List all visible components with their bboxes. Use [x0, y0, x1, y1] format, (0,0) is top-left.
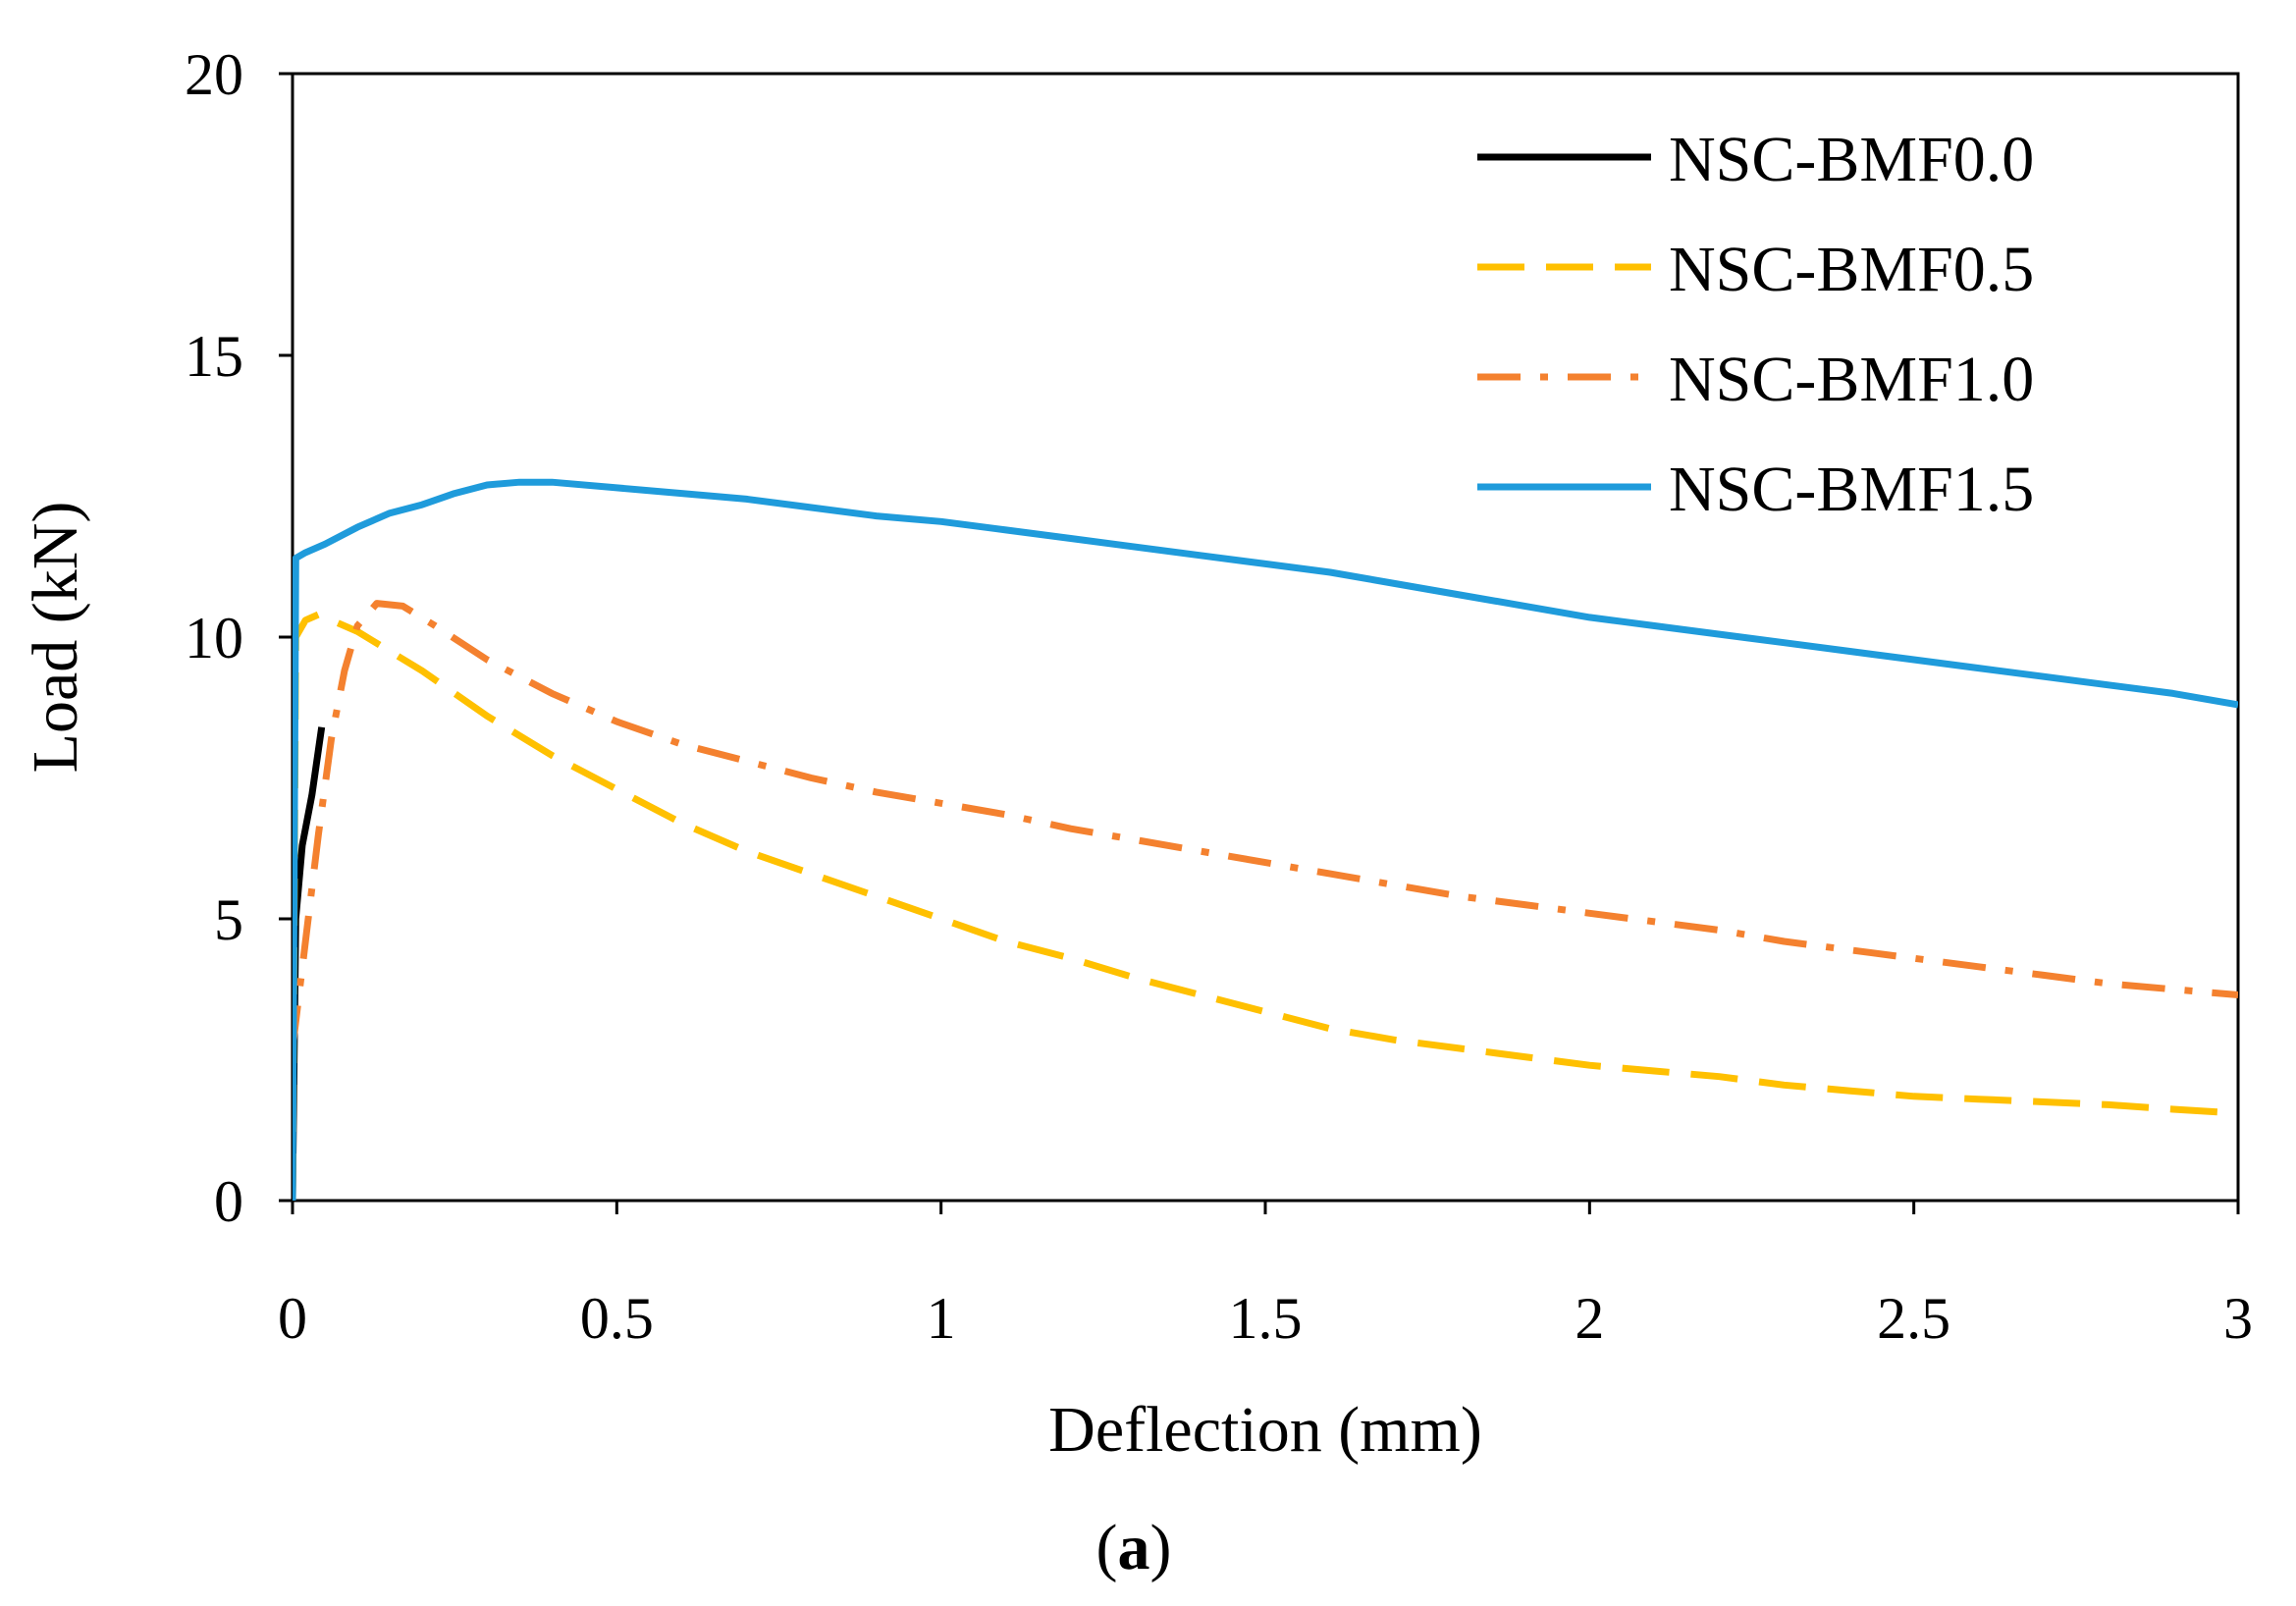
legend-label: NSC-BMF1.5: [1669, 454, 2034, 525]
panel-label-close: ): [1150, 1512, 1172, 1583]
series-layer: [293, 478, 2238, 1201]
y-tick-label: 0: [214, 1169, 243, 1234]
legend: NSC-BMF0.0 NSC-BMF0.5 NSC-BMF1.0 NSC-BMF1.5: [1477, 124, 2034, 525]
x-tick-label: 3: [2223, 1286, 2253, 1351]
x-axis-title: Deflection (mm): [1048, 1394, 1482, 1466]
x-axis-ticks: 0 0.5 1 1.5 2 2.5 3: [278, 1201, 2253, 1351]
y-tick-label: 20: [185, 42, 243, 107]
y-tick-label: 5: [214, 887, 243, 952]
x-tick-label: 1.5: [1229, 1286, 1303, 1351]
x-tick-label: 2.5: [1877, 1286, 1950, 1351]
panel-label-letter: a: [1118, 1512, 1150, 1583]
y-tick-label: 10: [185, 606, 243, 670]
x-tick-label: 0: [278, 1286, 307, 1351]
series-line-nsc-bmf0-5: [293, 611, 2238, 1201]
y-axis-title: Load (kN): [20, 502, 91, 774]
x-tick-label: 2: [1575, 1286, 1604, 1351]
panel-label: (a): [1096, 1512, 1172, 1583]
x-tick-label: 1: [927, 1286, 956, 1351]
series-line-nsc-bmf1-0: [293, 600, 2238, 1049]
y-axis-ticks: 0 5 10 15 20: [185, 42, 293, 1234]
x-tick-label: 0.5: [580, 1286, 654, 1351]
y-tick-label: 15: [185, 324, 243, 389]
series-line-nsc-bmf1-5: [293, 478, 2238, 1201]
legend-label: NSC-BMF1.0: [1669, 344, 2034, 415]
panel-label-open: (: [1096, 1512, 1118, 1583]
legend-label: NSC-BMF0.5: [1669, 234, 2034, 305]
legend-label: NSC-BMF0.0: [1669, 124, 2034, 195]
